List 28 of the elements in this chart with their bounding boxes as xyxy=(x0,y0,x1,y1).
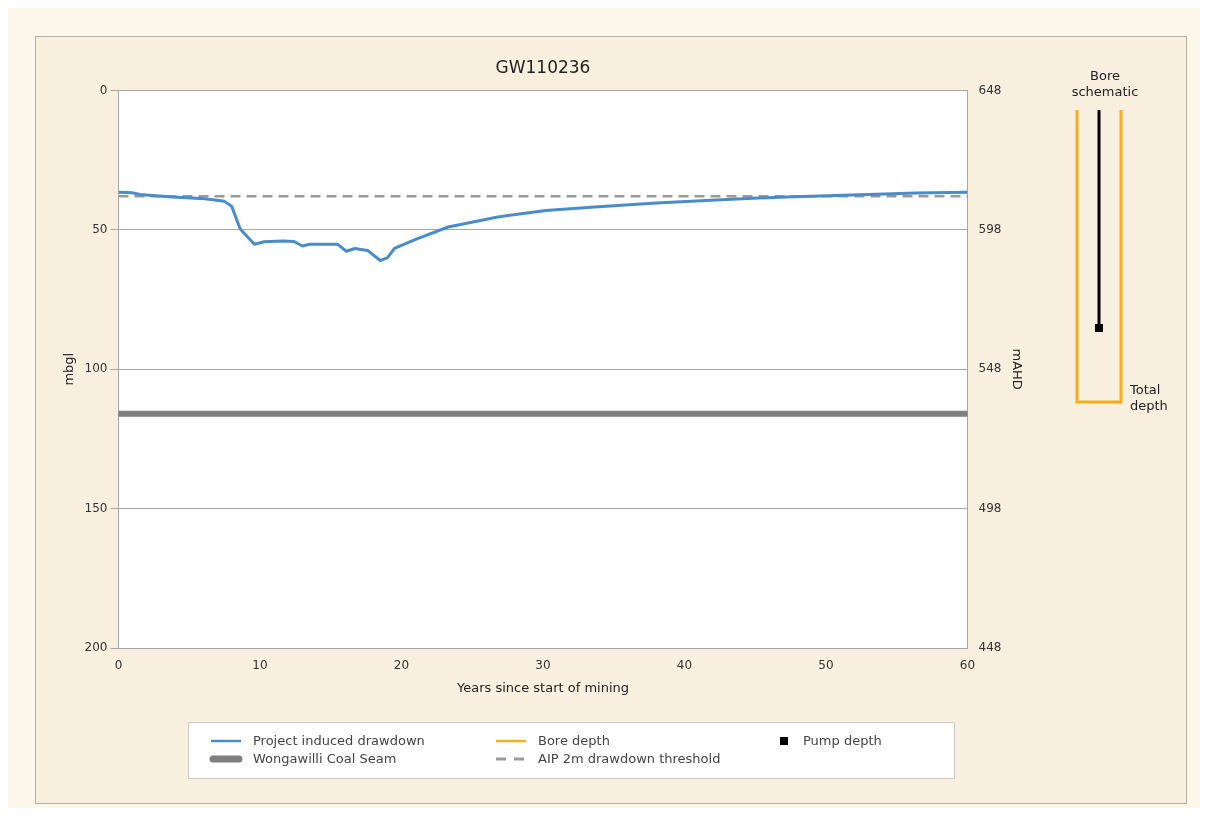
y2-tick-label: 448 xyxy=(978,640,1002,655)
y-tick-label: 150 xyxy=(84,500,108,515)
y-axis-title: mbgl xyxy=(61,352,77,386)
y2-tick-label: 648 xyxy=(978,82,1002,97)
legend-label: AIP 2m drawdown threshold xyxy=(538,751,721,766)
y2-axis-title: mAHD xyxy=(1009,348,1025,390)
legend-label: Pump depth xyxy=(803,733,882,748)
legend-label: Project induced drawdown xyxy=(253,733,425,748)
y2-tick-label: 598 xyxy=(978,221,1002,236)
x-tick-label: 50 xyxy=(818,658,834,673)
x-tick-label: 40 xyxy=(676,658,693,673)
chart-title: GW110236 xyxy=(495,56,591,77)
text: Bore schematic xyxy=(1070,68,1140,100)
y-tick-label: 0 xyxy=(99,82,108,97)
text: Total depth xyxy=(1130,382,1169,414)
y-tick-label: 100 xyxy=(84,361,108,376)
x-tick-label: 30 xyxy=(535,658,551,673)
y2-tick-label: 548 xyxy=(978,361,1002,376)
y2-tick-label: 498 xyxy=(978,500,1002,515)
x-tick-label: 10 xyxy=(252,658,268,673)
y-tick-label: 50 xyxy=(92,221,108,236)
x-tick-label: 0 xyxy=(114,658,123,673)
x-tick-label: 20 xyxy=(393,658,410,673)
x-tick-label: 60 xyxy=(959,658,976,673)
legend-label: Bore depth xyxy=(538,733,610,748)
x-axis-title: Years since start of mining xyxy=(455,679,630,695)
legend-label: Wongawilli Coal Seam xyxy=(253,751,397,766)
y-tick-label: 200 xyxy=(84,640,108,655)
